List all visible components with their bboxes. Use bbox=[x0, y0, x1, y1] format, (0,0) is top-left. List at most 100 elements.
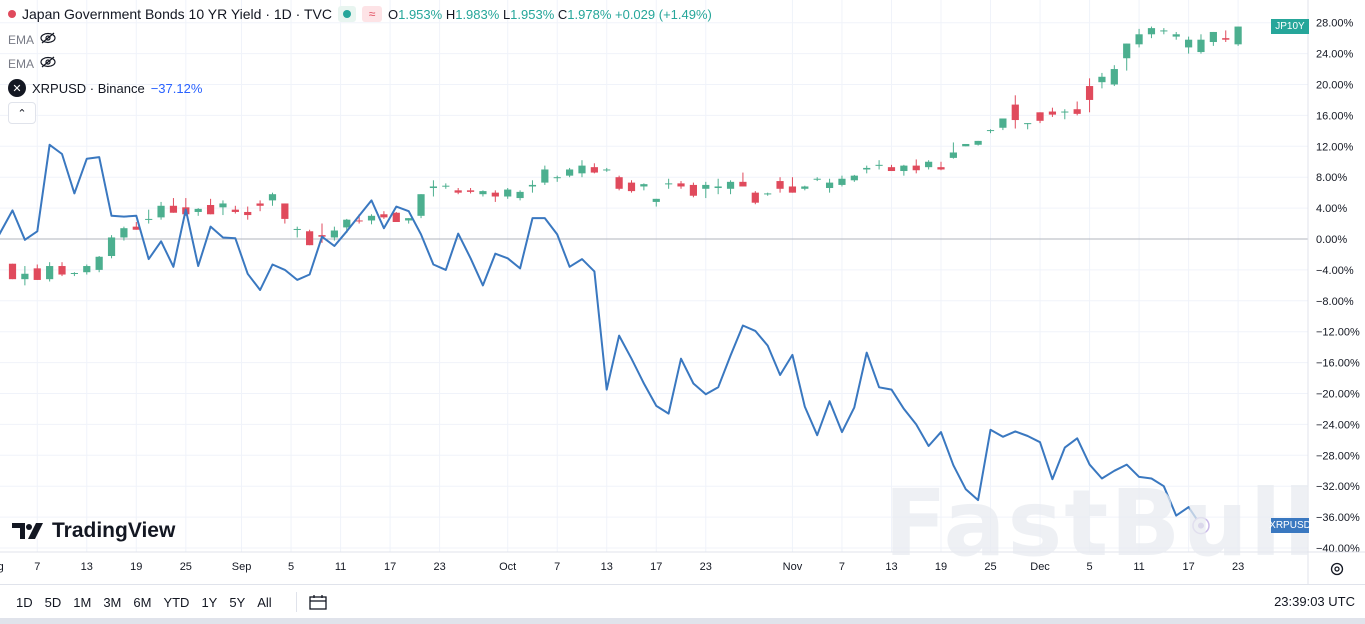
candle-body bbox=[1024, 123, 1032, 125]
candle-body bbox=[566, 169, 574, 176]
x-tick-label: 17 bbox=[384, 561, 396, 573]
candle-body bbox=[1135, 34, 1143, 45]
candle-body bbox=[1061, 111, 1069, 113]
y-tick-label: −8.00% bbox=[1316, 296, 1354, 308]
candle-body bbox=[578, 165, 586, 174]
y-tick-label: 20.00% bbox=[1316, 80, 1354, 92]
candle-body bbox=[764, 193, 772, 195]
y-tick-label: −40.00% bbox=[1316, 543, 1360, 555]
jp10y-candlestick-series bbox=[8, 26, 1242, 286]
y-tick-label: −16.00% bbox=[1316, 358, 1360, 370]
candle-body bbox=[603, 169, 611, 171]
bottom-strip bbox=[0, 618, 1365, 624]
ema-indicator-2[interactable]: EMA bbox=[8, 56, 56, 71]
xrpusd-line-path bbox=[0, 143, 1202, 527]
candle-body bbox=[70, 272, 78, 274]
candle-body bbox=[863, 167, 871, 170]
candle-body bbox=[912, 165, 920, 171]
candle-body bbox=[1222, 38, 1230, 40]
watermark-logo: FastBull bbox=[884, 470, 1317, 577]
x-tick-label: 19 bbox=[130, 561, 142, 573]
candle-body bbox=[442, 185, 450, 187]
range-5y[interactable]: 5Y bbox=[229, 594, 246, 610]
candle-body bbox=[367, 215, 376, 221]
logo-text: TradingView bbox=[52, 519, 176, 542]
ema-indicator-1[interactable]: EMA bbox=[8, 32, 56, 47]
range-1m[interactable]: 1M bbox=[73, 594, 92, 610]
compare-legend[interactable]: ✕ XRPUSD · Binance −37.12% bbox=[8, 79, 202, 97]
y-tick-label: −12.00% bbox=[1316, 327, 1360, 339]
y-tick-label: 0.00% bbox=[1316, 234, 1347, 246]
candle-body bbox=[541, 169, 549, 183]
candle-body bbox=[665, 183, 673, 185]
candle-body bbox=[986, 130, 995, 132]
candle-body bbox=[702, 184, 710, 189]
y-tick-label: −32.00% bbox=[1316, 481, 1360, 493]
x-tick-label: 7 bbox=[839, 561, 845, 573]
candle-body bbox=[1197, 39, 1205, 53]
eye-off-icon[interactable] bbox=[40, 32, 56, 47]
compare-toggle-icon[interactable]: ≈ bbox=[361, 6, 382, 22]
xrpusd-price-badge: XRPUSD bbox=[1269, 517, 1311, 533]
candle-body bbox=[590, 167, 598, 173]
candle-body bbox=[838, 178, 846, 185]
eye-off-icon[interactable] bbox=[40, 56, 56, 71]
x-tick-label: 7 bbox=[34, 561, 40, 573]
y-tick-label: −36.00% bbox=[1316, 512, 1360, 524]
range-1y[interactable]: 1Y bbox=[201, 594, 218, 610]
range-5d[interactable]: 5D bbox=[44, 594, 62, 610]
candle-body bbox=[145, 218, 153, 220]
utc-clock[interactable]: 23:39:03 UTC bbox=[1274, 594, 1355, 609]
x-tick-label: Dec bbox=[1030, 561, 1050, 573]
candle-body bbox=[813, 178, 821, 180]
x-tick-label: 5 bbox=[1086, 561, 1092, 573]
candle-body bbox=[21, 273, 29, 280]
candle-body bbox=[46, 266, 54, 280]
range-6m[interactable]: 6M bbox=[133, 594, 152, 610]
chevron-up-icon[interactable]: ⌃ bbox=[8, 102, 36, 124]
market-status-icon[interactable] bbox=[337, 6, 356, 22]
y-tick-label: 8.00% bbox=[1316, 172, 1347, 184]
last-point-dot bbox=[1197, 522, 1204, 529]
candle-body bbox=[825, 182, 834, 189]
candle-body bbox=[479, 191, 487, 195]
tradingview-logo: TradingView bbox=[12, 519, 175, 543]
indicator-label: EMA bbox=[8, 32, 35, 47]
range-ytd[interactable]: YTD bbox=[163, 594, 190, 610]
candle-body bbox=[1172, 34, 1180, 37]
candle-body bbox=[95, 256, 103, 270]
x-tick-label: 23 bbox=[700, 561, 712, 573]
symbol-title[interactable]: Japan Government Bonds 10 YR Yield · 1D … bbox=[22, 6, 332, 22]
range-all[interactable]: All bbox=[257, 594, 272, 610]
candle-body bbox=[1209, 31, 1217, 43]
range-1d[interactable]: 1D bbox=[16, 594, 33, 610]
candle-body bbox=[417, 194, 425, 216]
candle-body bbox=[1085, 86, 1094, 100]
candle-body bbox=[169, 205, 178, 213]
calendar-range-icon[interactable] bbox=[295, 592, 327, 612]
range-3m[interactable]: 3M bbox=[103, 594, 122, 610]
candle-body bbox=[219, 203, 227, 208]
candle-body bbox=[887, 167, 896, 172]
price-chart[interactable]: 28.00% 24.00% 20.00% 16.00% 12.00% 8.00% 4.00%… bbox=[0, 0, 1365, 584]
candle-body bbox=[937, 167, 945, 170]
y-tick-label: 12.00% bbox=[1316, 141, 1354, 153]
candle-body bbox=[1123, 43, 1131, 59]
candle-body bbox=[900, 165, 908, 172]
candle-body bbox=[974, 140, 982, 145]
compare-label: XRPUSD · Binance bbox=[32, 80, 145, 96]
gear-icon[interactable] bbox=[1326, 558, 1348, 580]
candle-body bbox=[677, 183, 685, 187]
candle-body bbox=[132, 226, 140, 230]
jp10y-price-badge: JP10Y bbox=[1271, 18, 1309, 34]
candle-body bbox=[306, 231, 314, 246]
candle-body bbox=[454, 190, 462, 193]
candle-body bbox=[380, 214, 388, 218]
candle-body bbox=[553, 177, 561, 179]
candle-body bbox=[281, 203, 289, 219]
x-tick-label: 17 bbox=[650, 561, 662, 573]
candle-body bbox=[343, 219, 351, 228]
candle-body bbox=[714, 186, 722, 189]
candle-body bbox=[1048, 111, 1057, 115]
x-tick-label: 13 bbox=[885, 561, 897, 573]
